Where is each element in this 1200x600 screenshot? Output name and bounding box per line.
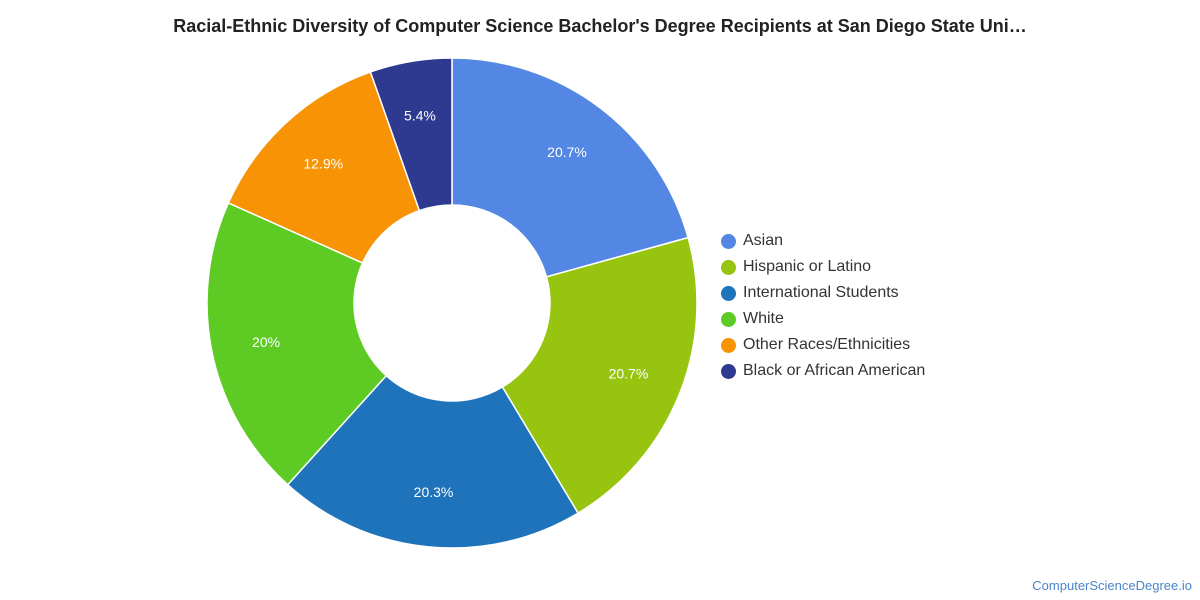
slice-label: 12.9% bbox=[303, 155, 343, 171]
slice-international-students[interactable] bbox=[286, 374, 580, 549]
slice-hispanic-or-latino[interactable] bbox=[501, 236, 698, 515]
slice-black-or-african-american[interactable] bbox=[369, 57, 453, 212]
slice-label: 20.7% bbox=[609, 365, 649, 381]
legend-label: White bbox=[743, 310, 784, 327]
slice-other-races-ethnicities[interactable] bbox=[227, 71, 421, 264]
legend-label: International Students bbox=[743, 284, 899, 301]
slice-label: 20% bbox=[252, 334, 280, 350]
source-credit[interactable]: ComputerScienceDegree.io bbox=[1032, 578, 1192, 593]
legend-swatch bbox=[721, 363, 736, 379]
legend-label: Black or African American bbox=[743, 362, 926, 379]
legend-item[interactable]: Hispanic or Latino bbox=[721, 254, 925, 280]
legend-swatch bbox=[721, 337, 736, 353]
legend-swatch bbox=[721, 233, 736, 249]
legend-swatch bbox=[721, 285, 736, 301]
chart-legend: Asian Hispanic or Latino International Stu… bbox=[721, 228, 925, 384]
legend-item[interactable]: International Students bbox=[721, 280, 925, 306]
legend-label: Asian bbox=[743, 232, 784, 249]
slice-label: 20.7% bbox=[547, 144, 587, 160]
slice-white[interactable] bbox=[206, 201, 388, 486]
legend-swatch bbox=[721, 259, 736, 275]
legend-item[interactable]: White bbox=[721, 306, 925, 332]
slice-label: 5.4% bbox=[404, 108, 436, 124]
slice-label: 20.3% bbox=[414, 484, 454, 500]
legend-item[interactable]: Asian bbox=[721, 228, 925, 254]
legend-swatch bbox=[721, 311, 736, 327]
chart-title: Racial-Ethnic Diversity of Computer Scie… bbox=[173, 16, 1027, 36]
slice-asian[interactable] bbox=[451, 57, 690, 278]
legend-item[interactable]: Other Races/Ethnicities bbox=[721, 332, 925, 358]
legend-item[interactable]: Black or African American bbox=[721, 358, 925, 384]
legend-label: Other Races/Ethnicities bbox=[743, 336, 911, 353]
legend-label: Hispanic or Latino bbox=[743, 258, 872, 275]
